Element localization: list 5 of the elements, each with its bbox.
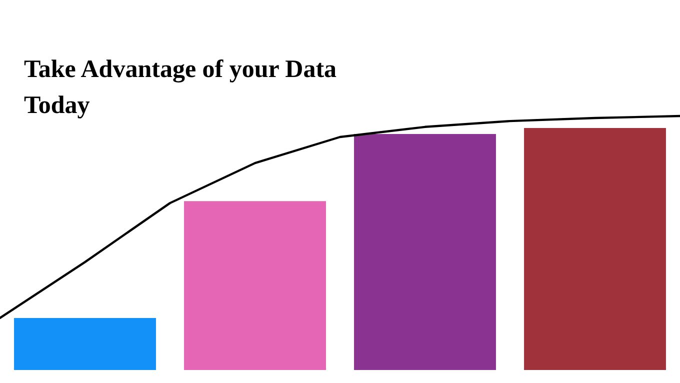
bar xyxy=(184,201,326,370)
bar xyxy=(14,318,156,370)
chart-title: Take Advantage of your Data Today xyxy=(24,55,338,121)
bar xyxy=(354,134,496,370)
bar xyxy=(524,128,666,370)
